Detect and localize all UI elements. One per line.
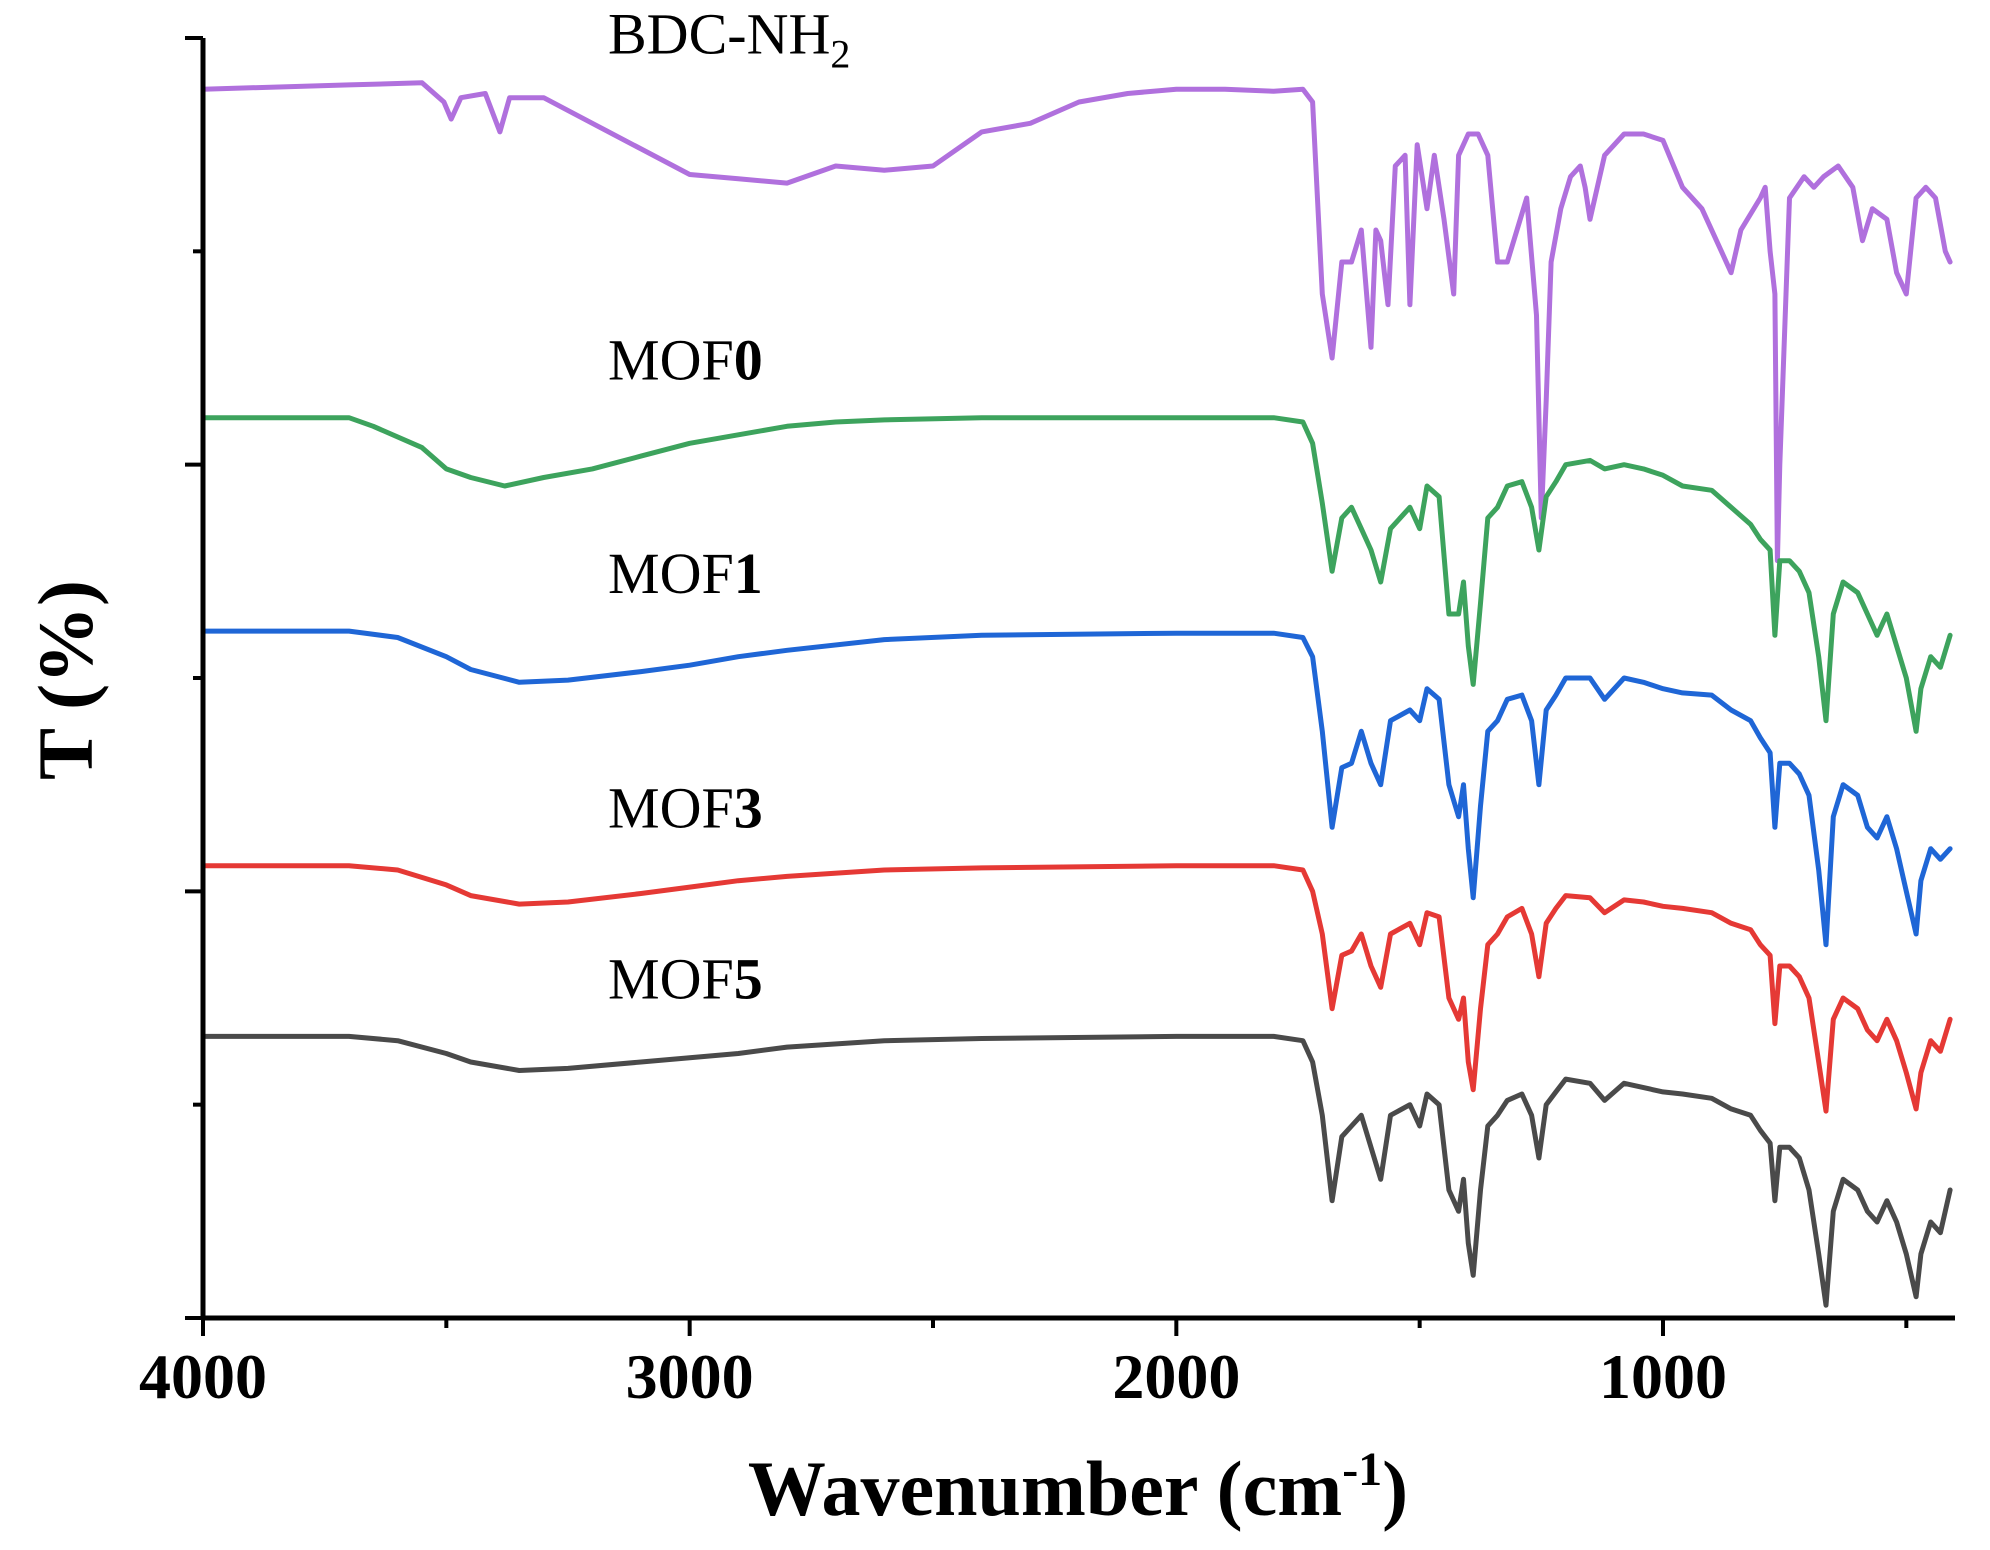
x-tick-label: 1000 (1599, 1341, 1727, 1412)
x-axis-title-sup: -1 (1342, 1443, 1382, 1496)
series-label-main: MOF (608, 946, 734, 1011)
series-label-mof5: MOF5 (608, 946, 763, 1011)
series-label-mof0: MOF0 (608, 328, 763, 393)
series-label-bold: 0 (734, 328, 763, 393)
series-label-bold: 3 (734, 776, 763, 841)
series-line-mof1 (200, 628, 1953, 948)
series-label-bdc-nh2: BDC-NH2 (608, 1, 850, 76)
series-label-main: MOF (608, 776, 734, 841)
tick-labels: 4000 3000 2000 1000 (139, 1341, 1727, 1412)
series-label-bold: 5 (734, 946, 763, 1011)
series-label-main: BDC-NH (608, 1, 830, 66)
series-label-mof3: MOF3 (608, 776, 763, 841)
series-label-main: MOF (608, 541, 734, 606)
series-line-mof3 (200, 863, 1953, 1114)
y-axis-title: T (%) (22, 580, 109, 780)
series-label-mof1: MOF1 (608, 541, 763, 606)
x-axis-title: Wavenumber (cm-1) (748, 1443, 1408, 1532)
x-tick-label: 4000 (139, 1341, 267, 1412)
series-label-main: MOF (608, 328, 734, 393)
x-tick-label: 2000 (1112, 1341, 1240, 1412)
plot-series (200, 80, 1953, 1308)
series-label-bold: 1 (734, 541, 763, 606)
series-line-mof5 (200, 1033, 1953, 1308)
series-line-mof0 (200, 415, 1953, 734)
series-label-sub: 2 (830, 31, 850, 76)
x-axis-title-main: Wavenumber (cm (748, 1445, 1342, 1532)
x-axis-title-close: ) (1382, 1445, 1408, 1532)
x-tick-label: 3000 (626, 1341, 754, 1412)
axes (185, 36, 1955, 1336)
series-line-bdc-nh2 (200, 80, 1953, 564)
